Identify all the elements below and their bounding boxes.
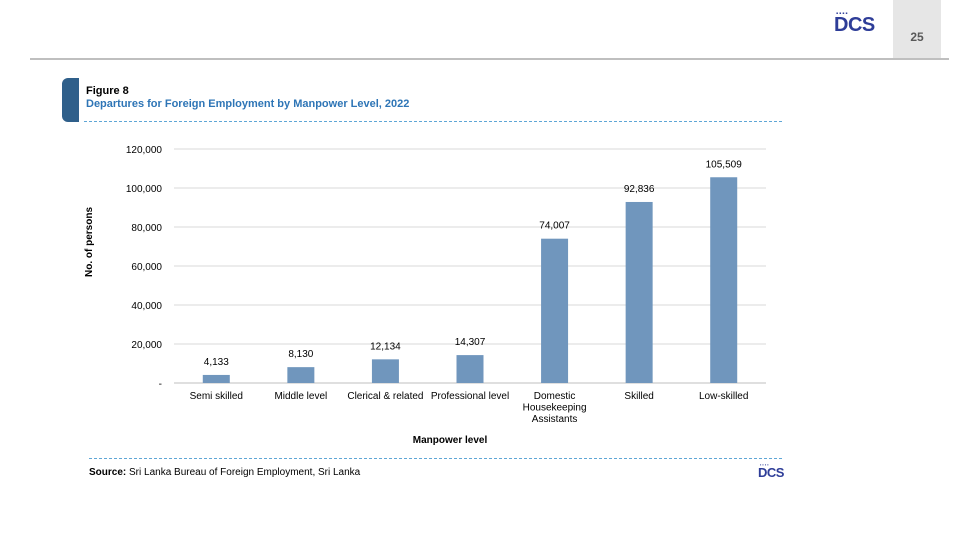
data-label: 74,007 — [539, 221, 570, 232]
x-tick-label: Skilled — [624, 391, 653, 402]
source-text: Sri Lanka Bureau of Foreign Employment, … — [126, 467, 361, 478]
logo-dots-icon: ▪▪▪▪ — [836, 11, 849, 17]
bar — [287, 367, 315, 383]
data-label: 4,133 — [204, 357, 229, 368]
figure-tab-marker — [62, 78, 79, 122]
x-tick-label: Low-skilled — [699, 391, 748, 402]
y-tick-label: 40,000 — [131, 301, 162, 312]
bar — [202, 374, 230, 383]
y-tick-label: 100,000 — [126, 184, 163, 195]
bar — [625, 201, 653, 383]
footer-dcs-logo: DCS — [758, 465, 784, 480]
x-tick-label: Domestic Housekeeping Assistants — [523, 391, 587, 425]
x-tick-label: Semi skilled — [190, 391, 243, 402]
x-tick-label: Professional level — [431, 391, 509, 402]
top-dashed-divider — [84, 121, 782, 122]
source-note: Source: Sri Lanka Bureau of Foreign Empl… — [89, 467, 360, 478]
bottom-dashed-divider — [89, 458, 782, 459]
data-labels: 4,133 8,130 12,134 14,307 74,007 92,836 105,50… — [204, 159, 742, 368]
y-tick-label: 20,000 — [131, 340, 162, 351]
bars — [202, 177, 738, 383]
data-label: 12,134 — [370, 341, 401, 352]
y-tick-label: - — [159, 379, 162, 390]
data-label: 105,509 — [706, 159, 743, 170]
bar — [371, 359, 399, 383]
page-number: 25 — [910, 30, 924, 44]
bar — [541, 238, 569, 383]
x-axis-ticks: Semi skilled Middle level Clerical & relat… — [190, 391, 749, 425]
header-divider — [30, 58, 949, 60]
x-axis-title: Manpower level — [413, 435, 488, 446]
figure-label: Figure 8 — [86, 85, 129, 97]
y-tick-label: 60,000 — [131, 262, 162, 273]
y-axis-ticks: - 20,000 40,000 60,000 80,000 100,000 120,000 — [126, 145, 163, 390]
bar — [710, 177, 738, 383]
footer-logo-dots-icon: ▪▪▪▪ — [760, 462, 770, 467]
data-label: 8,130 — [288, 349, 313, 360]
x-tick-label: Clerical & related — [347, 391, 423, 402]
y-tick-label: 80,000 — [131, 223, 162, 234]
source-prefix: Source: — [89, 467, 127, 478]
x-tick-label: Middle level — [274, 391, 327, 402]
bar — [456, 355, 484, 383]
y-tick-label: 120,000 — [126, 145, 163, 156]
data-label: 92,836 — [624, 184, 655, 195]
figure-title: Departures for Foreign Employment by Man… — [86, 98, 410, 110]
dcs-logo: DCS — [834, 14, 875, 36]
page-number-box — [893, 0, 941, 58]
y-axis-title: No. of persons — [84, 207, 95, 277]
data-label: 14,307 — [455, 337, 486, 348]
